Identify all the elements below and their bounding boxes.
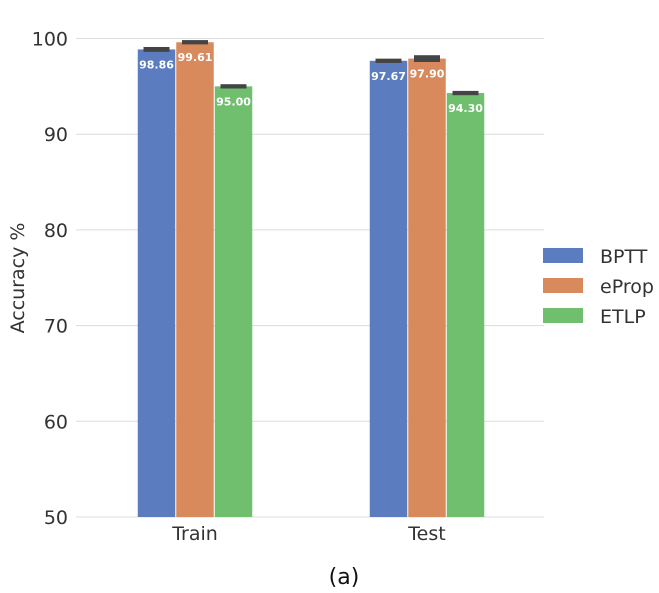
- figure-caption: (a): [329, 565, 360, 590]
- bar-value-label: 99.61: [178, 51, 213, 64]
- y-tick-label: 100: [32, 29, 68, 51]
- bar-eprop-train: [176, 42, 214, 517]
- legend-label: BPTT: [600, 246, 648, 268]
- y-axis-label: Accuracy %: [7, 223, 29, 334]
- bar-value-label: 94.30: [448, 102, 483, 115]
- legend-swatch: [543, 308, 583, 323]
- bar-etlp-train: [214, 86, 253, 517]
- bars-group: [137, 42, 485, 518]
- legend: BPTT eProp ETLP: [543, 246, 654, 328]
- y-tick-label: 90: [44, 124, 68, 146]
- x-tick-labels: Train Test: [171, 523, 446, 545]
- y-tick-label: 80: [44, 220, 68, 242]
- error-bar: [220, 84, 247, 89]
- bar-bptt-test: [369, 60, 408, 518]
- legend-label: ETLP: [600, 306, 646, 328]
- legend-swatch: [543, 278, 583, 293]
- x-tick-label: Test: [407, 523, 445, 545]
- error-bar: [375, 58, 402, 63]
- error-bars-group: [143, 40, 479, 96]
- error-bar: [143, 46, 170, 52]
- error-bar: [182, 40, 208, 45]
- bar-value-label: 95.00: [216, 95, 251, 108]
- y-tick-label: 70: [44, 316, 68, 338]
- x-tick-label: Train: [171, 523, 218, 545]
- bar-value-label: 98.86: [139, 58, 174, 71]
- bar-value-label: 97.67: [371, 70, 406, 83]
- bar-bptt-train: [137, 49, 176, 518]
- y-tick-label: 50: [44, 507, 68, 529]
- error-bar: [452, 90, 479, 96]
- bar-etlp-test: [446, 93, 485, 517]
- y-tick-labels: 50 60 70 80 90 100: [32, 29, 68, 530]
- legend-label: eProp: [600, 276, 654, 298]
- bar-value-labels: 98.86 97.67 99.61 97.90 95.00 94.30: [139, 51, 483, 115]
- y-tick-label: 60: [44, 411, 68, 433]
- error-bar: [414, 55, 440, 62]
- bar-value-label: 97.90: [410, 68, 445, 81]
- bar-eprop-test: [408, 58, 446, 518]
- legend-swatch: [543, 248, 583, 263]
